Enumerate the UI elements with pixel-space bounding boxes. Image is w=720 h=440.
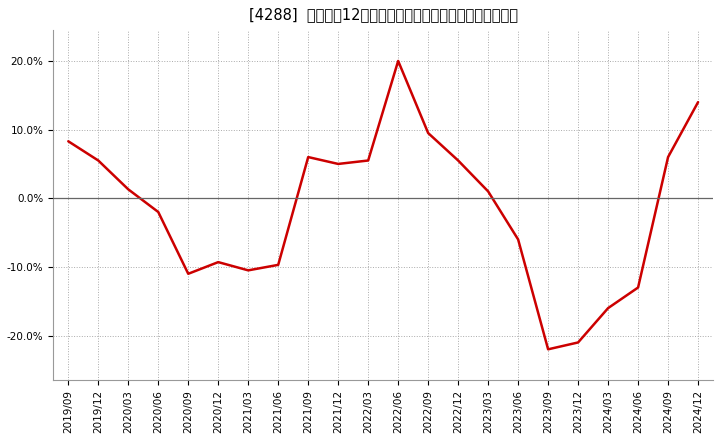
Title: [4288]  売上高の12か月移動合計の対前年同期増減率の推移: [4288] 売上高の12か月移動合計の対前年同期増減率の推移 <box>248 7 518 22</box>
